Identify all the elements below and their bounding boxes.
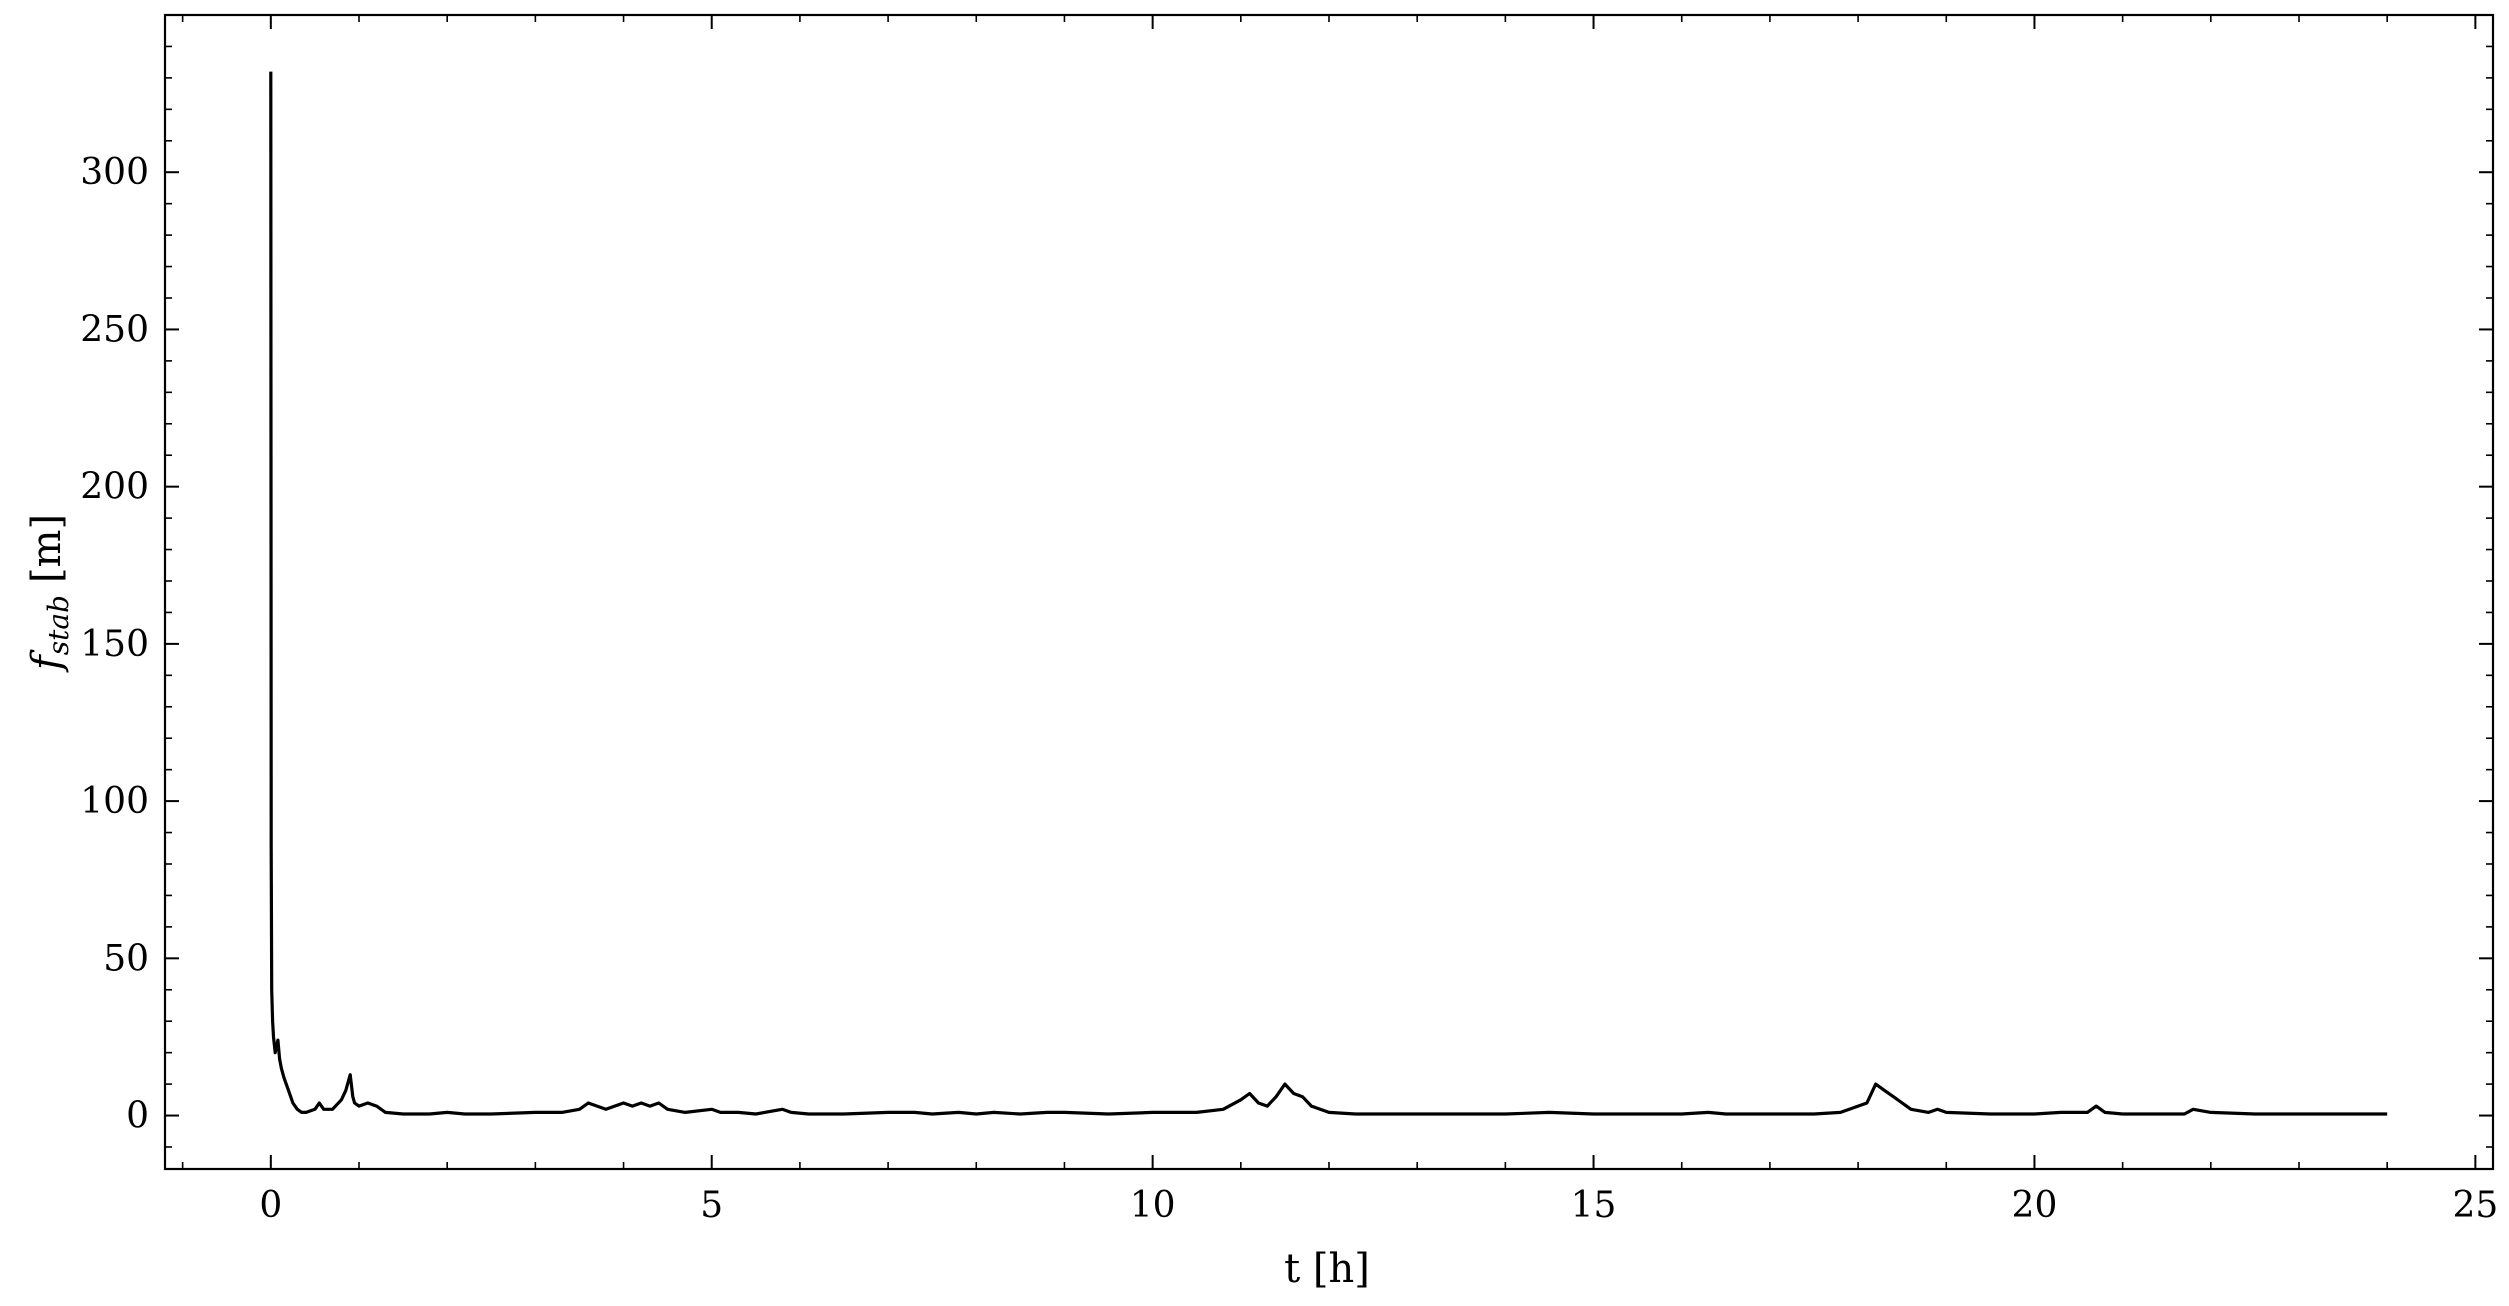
y-tick-label: 250: [80, 309, 149, 350]
series-line-f-stab: [269, 71, 2388, 1116]
y-axis-label: fstab[m]: [24, 514, 75, 673]
x-tick-label: 20: [2012, 1185, 2058, 1226]
y-tick-label: 50: [103, 938, 149, 979]
x-tick-label: 0: [259, 1185, 282, 1226]
x-axis-label: t [h]: [1284, 1246, 1370, 1292]
y-tick-label: 0: [126, 1096, 149, 1137]
x-tick-label: 25: [2452, 1185, 2498, 1226]
y-tick-label: 200: [80, 467, 149, 508]
x-tick-label: 10: [1130, 1185, 1176, 1226]
major-ticks: [165, 15, 2493, 1169]
plot-frame: [163, 13, 2495, 1171]
y-tick-labels: 0 50 100 150 200 250 300: [80, 152, 149, 1136]
y-tick-label: 100: [80, 781, 149, 822]
x-tick-labels: 0 5 10 15 20 25: [259, 1185, 2498, 1226]
y-axis-label-unit: [m]: [24, 514, 70, 583]
y-tick-label: 300: [80, 152, 149, 193]
y-axis-label-subscript: stab: [42, 595, 75, 655]
x-tick-label: 5: [700, 1185, 723, 1226]
y-tick-label: 150: [80, 624, 149, 665]
x-tick-label: 15: [1571, 1185, 1617, 1226]
minor-ticks: [165, 15, 2493, 1169]
